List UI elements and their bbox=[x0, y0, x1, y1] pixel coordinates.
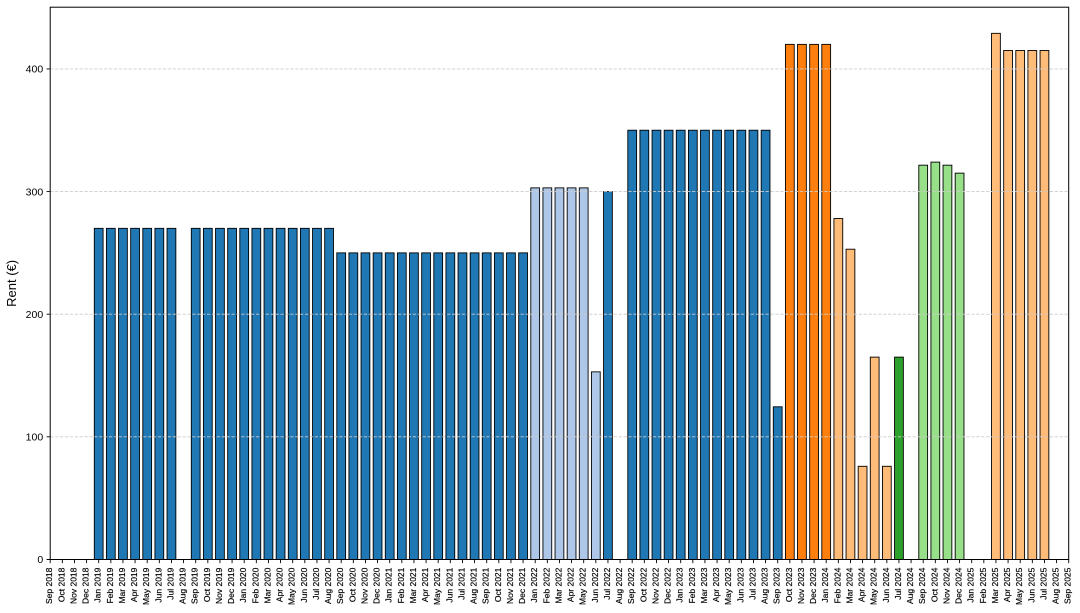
svg-text:Aug 2025: Aug 2025 bbox=[1051, 567, 1061, 604]
svg-text:Jan 2023: Jan 2023 bbox=[675, 567, 685, 602]
svg-text:300: 300 bbox=[26, 186, 44, 198]
svg-text:Nov 2024: Nov 2024 bbox=[941, 567, 951, 604]
svg-text:Sep 2025: Sep 2025 bbox=[1063, 567, 1073, 604]
svg-text:Jul 2020: Jul 2020 bbox=[311, 567, 321, 599]
svg-text:Feb 2019: Feb 2019 bbox=[105, 567, 115, 603]
svg-text:Jan 2021: Jan 2021 bbox=[384, 567, 394, 602]
svg-text:Dec 2018: Dec 2018 bbox=[81, 567, 91, 604]
svg-text:Jun 2021: Jun 2021 bbox=[444, 567, 454, 602]
svg-text:0: 0 bbox=[37, 554, 43, 566]
svg-text:Oct 2021: Oct 2021 bbox=[493, 567, 503, 602]
svg-text:Mar 2019: Mar 2019 bbox=[117, 567, 127, 603]
svg-text:Feb 2024: Feb 2024 bbox=[832, 567, 842, 603]
svg-text:Nov 2018: Nov 2018 bbox=[68, 567, 78, 604]
svg-text:May 2023: May 2023 bbox=[723, 567, 733, 605]
svg-text:Apr 2021: Apr 2021 bbox=[420, 567, 430, 602]
svg-text:Apr 2023: Apr 2023 bbox=[711, 567, 721, 602]
svg-text:Oct 2019: Oct 2019 bbox=[202, 567, 212, 602]
svg-text:Sep 2022: Sep 2022 bbox=[626, 567, 636, 604]
svg-text:Aug 2020: Aug 2020 bbox=[323, 567, 333, 604]
svg-text:Dec 2023: Dec 2023 bbox=[808, 567, 818, 604]
svg-text:Mar 2021: Mar 2021 bbox=[408, 567, 418, 603]
svg-text:Feb 2022: Feb 2022 bbox=[541, 567, 551, 603]
svg-text:100: 100 bbox=[26, 432, 44, 444]
svg-text:Feb 2021: Feb 2021 bbox=[396, 567, 406, 603]
svg-text:Dec 2020: Dec 2020 bbox=[372, 567, 382, 604]
svg-text:Oct 2022: Oct 2022 bbox=[638, 567, 648, 602]
svg-text:Mar 2022: Mar 2022 bbox=[553, 567, 563, 603]
svg-text:Jan 2022: Jan 2022 bbox=[529, 567, 539, 602]
svg-text:Apr 2022: Apr 2022 bbox=[566, 567, 576, 602]
svg-text:Nov 2021: Nov 2021 bbox=[505, 567, 515, 604]
svg-text:Mar 2020: Mar 2020 bbox=[262, 567, 272, 603]
svg-text:Aug 2024: Aug 2024 bbox=[905, 567, 915, 604]
svg-text:May 2024: May 2024 bbox=[869, 567, 879, 605]
svg-text:Dec 2022: Dec 2022 bbox=[663, 567, 673, 604]
svg-text:Jun 2022: Jun 2022 bbox=[590, 567, 600, 602]
svg-text:Sep 2020: Sep 2020 bbox=[335, 567, 345, 604]
svg-text:Sep 2018: Sep 2018 bbox=[44, 567, 54, 604]
svg-text:Mar 2025: Mar 2025 bbox=[990, 567, 1000, 603]
svg-text:Dec 2019: Dec 2019 bbox=[226, 567, 236, 604]
svg-text:Dec 2024: Dec 2024 bbox=[954, 567, 964, 604]
svg-text:Sep 2024: Sep 2024 bbox=[917, 567, 927, 604]
svg-text:Jun 2024: Jun 2024 bbox=[881, 567, 891, 602]
svg-text:Apr 2024: Apr 2024 bbox=[857, 567, 867, 602]
svg-text:Oct 2023: Oct 2023 bbox=[784, 567, 794, 602]
svg-text:Sep 2023: Sep 2023 bbox=[772, 567, 782, 604]
svg-text:Feb 2020: Feb 2020 bbox=[250, 567, 260, 603]
svg-text:Jun 2023: Jun 2023 bbox=[735, 567, 745, 602]
svg-text:Oct 2024: Oct 2024 bbox=[929, 567, 939, 602]
svg-text:Feb 2023: Feb 2023 bbox=[687, 567, 697, 603]
svg-text:Mar 2024: Mar 2024 bbox=[844, 567, 854, 603]
svg-text:Oct 2018: Oct 2018 bbox=[56, 567, 66, 602]
svg-text:Oct 2020: Oct 2020 bbox=[347, 567, 357, 602]
svg-text:Nov 2019: Nov 2019 bbox=[214, 567, 224, 604]
svg-text:May 2020: May 2020 bbox=[287, 567, 297, 605]
svg-text:Aug 2021: Aug 2021 bbox=[469, 567, 479, 604]
svg-text:Jun 2020: Jun 2020 bbox=[299, 567, 309, 602]
svg-text:Aug 2019: Aug 2019 bbox=[178, 567, 188, 604]
svg-text:Jun 2019: Jun 2019 bbox=[153, 567, 163, 602]
svg-text:Jul 2021: Jul 2021 bbox=[456, 567, 466, 599]
svg-text:Feb 2025: Feb 2025 bbox=[978, 567, 988, 603]
svg-text:Jul 2025: Jul 2025 bbox=[1038, 567, 1048, 599]
svg-text:Aug 2023: Aug 2023 bbox=[760, 567, 770, 604]
svg-text:Sep 2021: Sep 2021 bbox=[481, 567, 491, 604]
svg-text:Rent (€): Rent (€) bbox=[4, 260, 19, 307]
svg-text:Nov 2020: Nov 2020 bbox=[359, 567, 369, 604]
svg-text:May 2019: May 2019 bbox=[141, 567, 151, 605]
svg-text:Jan 2024: Jan 2024 bbox=[820, 567, 830, 602]
svg-text:Jul 2022: Jul 2022 bbox=[602, 567, 612, 599]
svg-text:Jan 2020: Jan 2020 bbox=[238, 567, 248, 602]
svg-text:Jul 2024: Jul 2024 bbox=[893, 567, 903, 599]
svg-text:200: 200 bbox=[26, 309, 44, 321]
svg-text:Nov 2023: Nov 2023 bbox=[796, 567, 806, 604]
svg-text:Aug 2022: Aug 2022 bbox=[614, 567, 624, 604]
svg-text:Apr 2019: Apr 2019 bbox=[129, 567, 139, 602]
svg-text:May 2021: May 2021 bbox=[432, 567, 442, 605]
svg-text:Apr 2025: Apr 2025 bbox=[1002, 567, 1012, 602]
svg-text:400: 400 bbox=[26, 64, 44, 76]
svg-text:Jul 2023: Jul 2023 bbox=[747, 567, 757, 599]
svg-text:May 2025: May 2025 bbox=[1014, 567, 1024, 605]
svg-text:Mar 2023: Mar 2023 bbox=[699, 567, 709, 603]
svg-text:Dec 2021: Dec 2021 bbox=[517, 567, 527, 604]
svg-text:May 2022: May 2022 bbox=[578, 567, 588, 605]
svg-text:Jun 2025: Jun 2025 bbox=[1026, 567, 1036, 602]
svg-text:Jul 2019: Jul 2019 bbox=[165, 567, 175, 599]
svg-text:Sep 2019: Sep 2019 bbox=[190, 567, 200, 604]
svg-text:Nov 2022: Nov 2022 bbox=[650, 567, 660, 604]
svg-text:Apr 2020: Apr 2020 bbox=[275, 567, 285, 602]
svg-text:Jan 2019: Jan 2019 bbox=[93, 567, 103, 602]
svg-text:Jan 2025: Jan 2025 bbox=[966, 567, 976, 602]
